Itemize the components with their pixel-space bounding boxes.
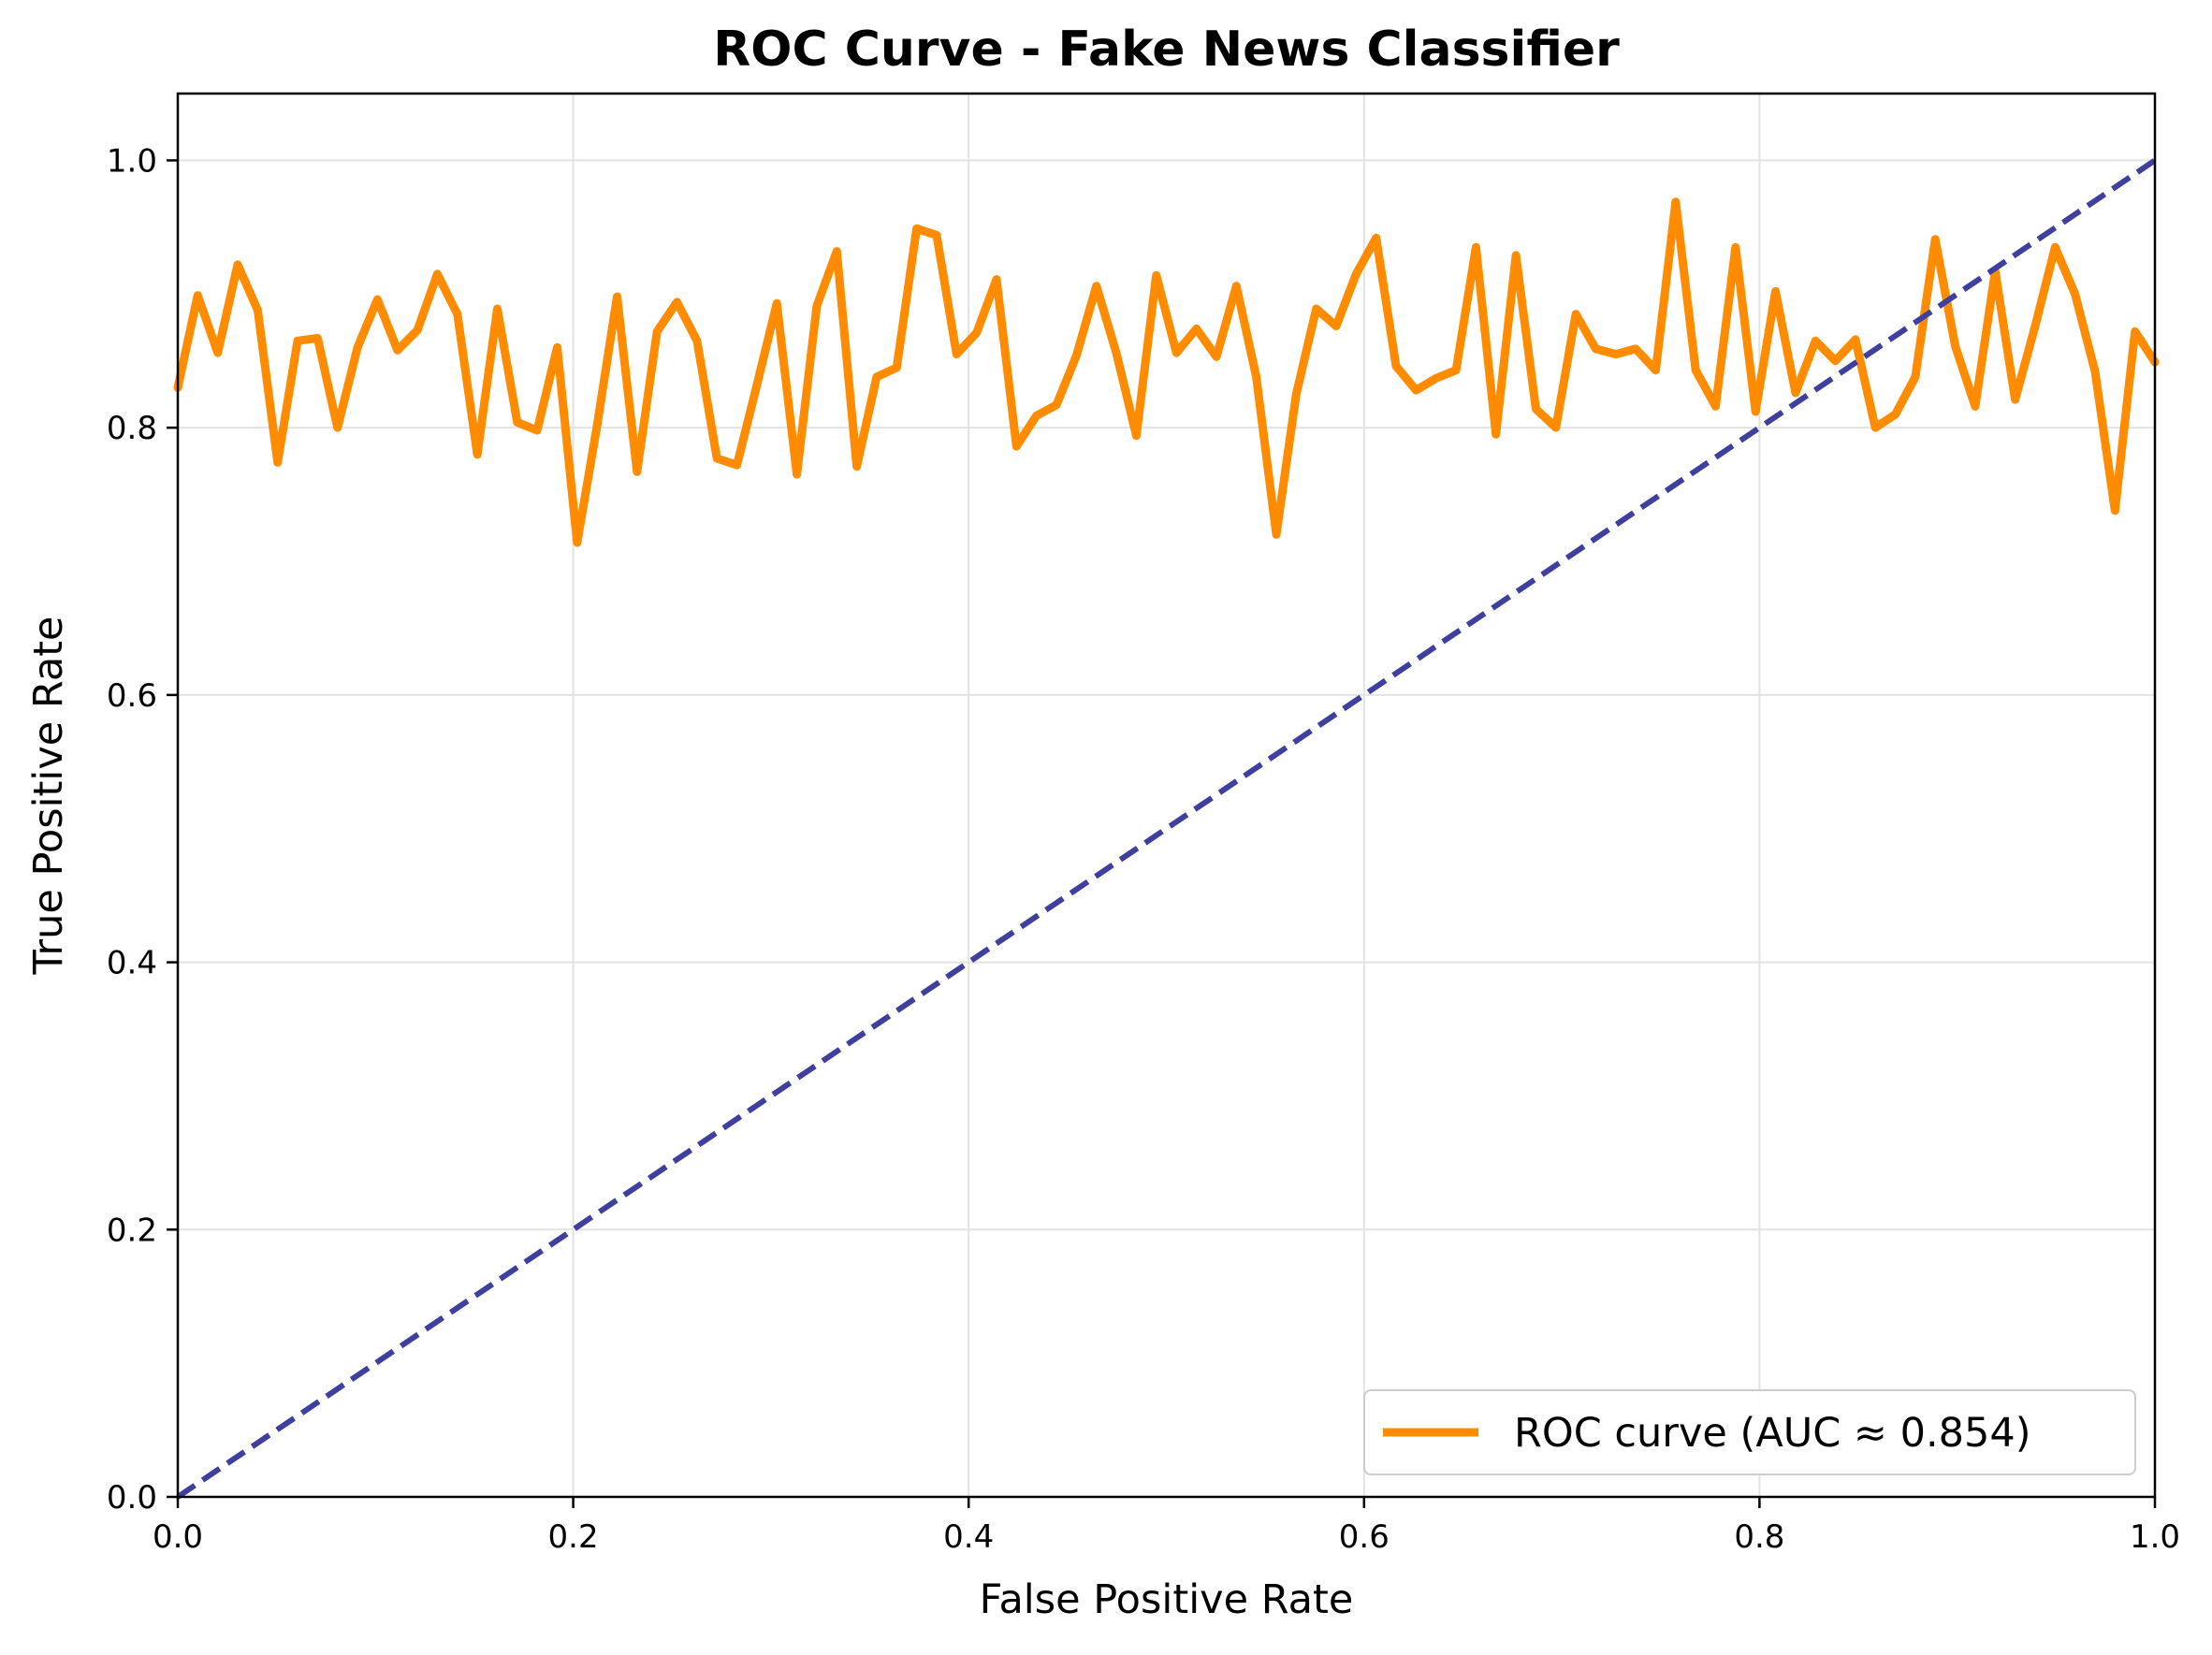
x-axis-label: False Positive Rate xyxy=(980,1576,1354,1623)
y-tick-label: 1.0 xyxy=(107,142,157,180)
plot-frame xyxy=(176,92,2157,1499)
legend-label-roc: ROC curve (AUC ≈ 0.854) xyxy=(1514,1410,2031,1457)
legend: ROC curve (AUC ≈ 0.854) xyxy=(1363,1389,2136,1475)
y-tick-label: 0.0 xyxy=(107,1479,157,1517)
legend-box xyxy=(1363,1389,2136,1475)
roc-curve-line xyxy=(173,197,2160,547)
series-layer xyxy=(173,157,2160,1500)
y-tick-label: 0.8 xyxy=(107,410,157,447)
y-tick-label: 0.2 xyxy=(107,1212,157,1249)
x-tick-label: 0.0 xyxy=(153,1518,203,1556)
x-tick-label: 1.0 xyxy=(2130,1518,2180,1556)
y-tick-label: 0.6 xyxy=(107,677,157,715)
y-axis-label: True Positive Rate xyxy=(25,616,72,975)
x-tick-label: 0.8 xyxy=(1734,1518,1784,1556)
random-classifier-diagonal-line xyxy=(176,157,2157,1500)
axis-ticks: 0.0 0.2 0.4 0.6 0.8 1.0 0.0 0.2 0.4 0.6 0.8 1.0 xyxy=(107,142,2180,1556)
x-tick-label: 0.6 xyxy=(1339,1518,1390,1556)
x-tick-label: 0.4 xyxy=(943,1518,994,1556)
x-tick-label: 0.2 xyxy=(548,1518,599,1556)
y-tick-label: 0.4 xyxy=(107,945,157,982)
chart-title: ROC Curve - Fake News Classifier xyxy=(713,22,1620,78)
grid-lines xyxy=(177,94,2156,1498)
